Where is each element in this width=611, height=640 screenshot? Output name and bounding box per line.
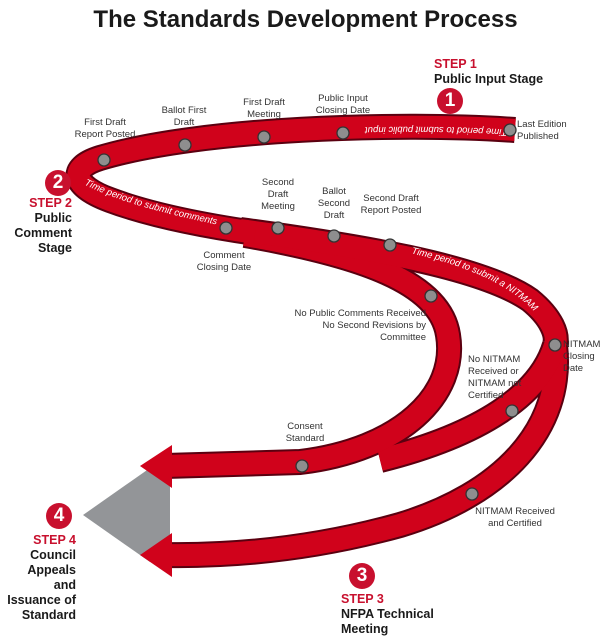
milestone-dot-comment-closing bbox=[219, 221, 233, 235]
step-3-name: NFPA Technical Meeting bbox=[341, 607, 434, 636]
step-1-number: STEP 1 bbox=[434, 57, 477, 71]
milestone-dot-nitmam-received bbox=[465, 487, 479, 501]
milestone-dot-first-draft-meeting bbox=[257, 130, 271, 144]
step-3-label: STEP 3 NFPA Technical Meeting bbox=[341, 592, 471, 637]
step-2-name: Public Comment Stage bbox=[14, 211, 72, 255]
council-target-shape bbox=[83, 468, 170, 562]
ribbon-top bbox=[67, 115, 516, 244]
label-last-edition: Last Edition Published bbox=[517, 119, 567, 142]
milestone-dot-consent-standard bbox=[295, 459, 309, 473]
milestone-dot-nitmam-closing bbox=[548, 338, 562, 352]
ribbon-consent bbox=[164, 224, 461, 477]
milestone-dot-public-input-closing bbox=[336, 126, 350, 140]
ribbon-label-public-input: Time period to submit public input bbox=[364, 124, 507, 138]
label-public-input-closing: Public Input Closing Date bbox=[315, 93, 371, 116]
step-1-name: Public Input Stage bbox=[434, 72, 544, 86]
label-second-draft-meeting: Second Draft Meeting bbox=[261, 177, 295, 212]
label-nitmam-received: NITMAM Received and Certified bbox=[475, 506, 555, 529]
ribbon-no-nitmam bbox=[377, 341, 566, 471]
step-3-badge: 3 bbox=[349, 563, 375, 589]
label-first-draft-report: First Draft Report Posted bbox=[74, 117, 136, 140]
arrowhead-technical-meeting bbox=[140, 533, 172, 577]
diagram-title: The Standards Development Process bbox=[93, 6, 518, 33]
milestone-dot-second-draft-meeting bbox=[271, 221, 285, 235]
label-consent-standard: Consent Standard bbox=[285, 421, 325, 444]
milestone-dot-no-nitmam bbox=[505, 404, 519, 418]
label-first-draft-meeting: First Draft Meeting bbox=[243, 97, 285, 120]
step-3-number: STEP 3 bbox=[341, 592, 384, 606]
milestone-dot-first-draft-report bbox=[97, 153, 111, 167]
label-comment-closing: Comment Closing Date bbox=[196, 250, 252, 273]
label-nitmam-closing: NITMAM Closing Date bbox=[563, 339, 601, 374]
label-no-public-comments: No Public Comments Received No Second Re… bbox=[294, 308, 426, 343]
step-1-badge: 1 bbox=[437, 88, 463, 114]
step-2-badge: 2 bbox=[45, 170, 71, 196]
step-2-number: STEP 2 bbox=[29, 196, 72, 210]
milestone-dot-ballot-second-draft bbox=[327, 229, 341, 243]
ribbon-second-draft bbox=[238, 219, 567, 349]
step-4-name: Council Appeals and Issuance of Standard bbox=[7, 548, 76, 622]
label-ballot-first-draft: Ballot First Draft bbox=[161, 105, 207, 128]
step-4-label: STEP 4 Council Appeals and Issuance of S… bbox=[2, 533, 76, 623]
label-ballot-second-draft: Ballot Second Draft bbox=[317, 186, 351, 221]
step-4-badge: 4 bbox=[46, 503, 72, 529]
arrowhead-consent bbox=[140, 445, 172, 488]
step-4-number: STEP 4 bbox=[33, 533, 76, 547]
milestone-dot-ballot-first-draft bbox=[178, 138, 192, 152]
step-2-label: STEP 2 Public Comment Stage bbox=[14, 196, 72, 256]
label-no-nitmam: No NITMAM Received or NITMAM not Certifi… bbox=[468, 354, 522, 401]
milestone-dot-last-edition bbox=[503, 123, 517, 137]
milestone-dot-second-draft-report bbox=[383, 238, 397, 252]
ribbon-nitmam-received bbox=[164, 343, 567, 567]
step-1-label: STEP 1 Public Input Stage bbox=[434, 57, 564, 87]
milestone-dot-no-public-comments bbox=[424, 289, 438, 303]
label-second-draft-report: Second Draft Report Posted bbox=[360, 193, 422, 216]
